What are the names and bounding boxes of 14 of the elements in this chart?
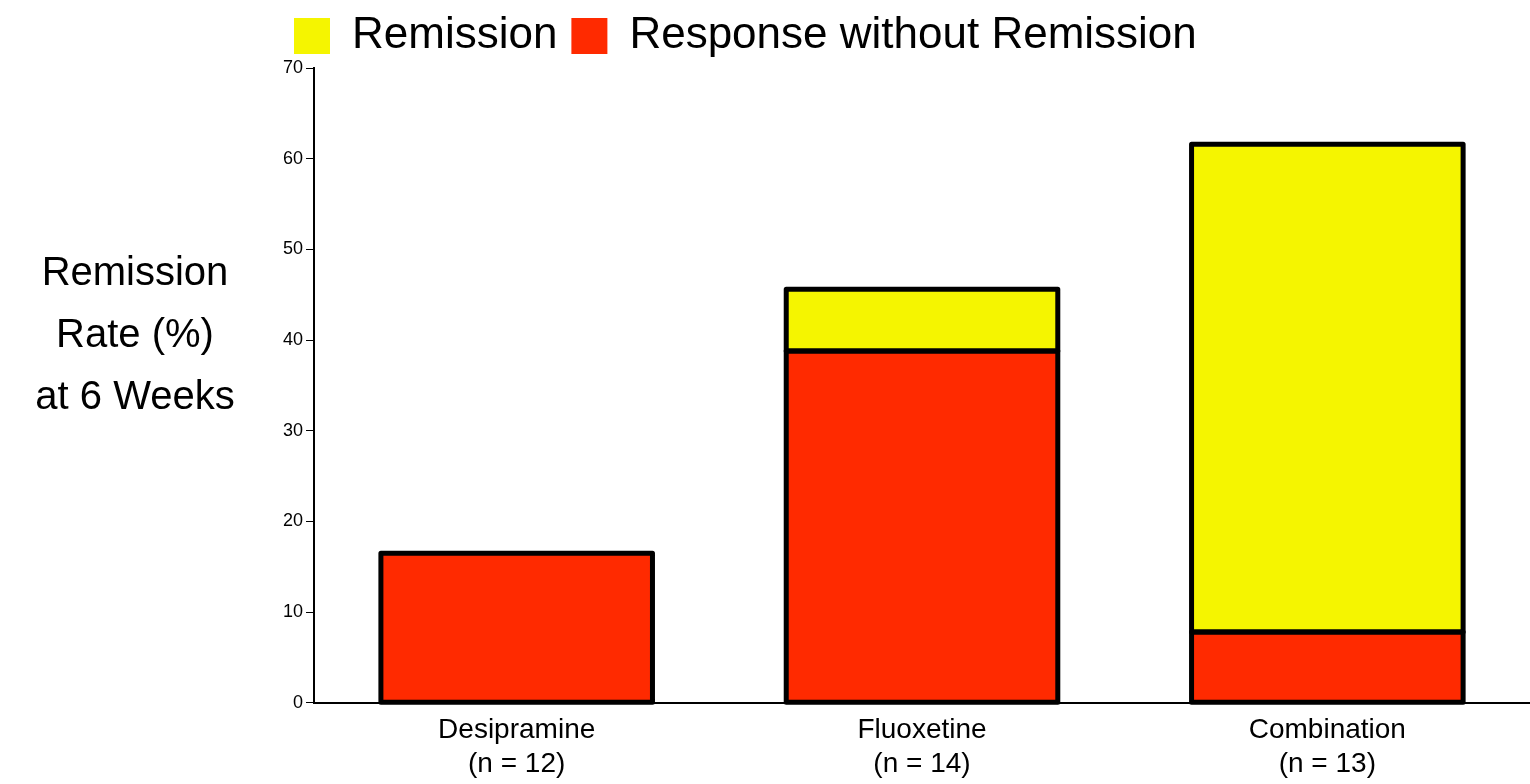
legend-label: Response without Remission [629, 8, 1197, 58]
y-axis-title: Remission Rate (%) at 6 Weeks [34, 248, 236, 419]
y-tick-label: 0 [293, 691, 304, 712]
legend-label: Remission [352, 8, 558, 58]
y-tick-label: 20 [282, 510, 304, 531]
x-tick-label: Combination (n = 13) [1248, 713, 1406, 778]
y-tick-label: 30 [282, 419, 304, 440]
x-tick-label: Fluoxetine (n = 14) [857, 713, 987, 778]
y-tick-label: 60 [282, 147, 304, 168]
y-tick-label: 70 [282, 56, 304, 77]
y-tick-label: 50 [282, 238, 304, 259]
y-tick-label: 10 [282, 601, 304, 622]
y-tick-label: 40 [282, 329, 304, 350]
x-tick-label: Desipramine (n = 12) [438, 713, 596, 778]
